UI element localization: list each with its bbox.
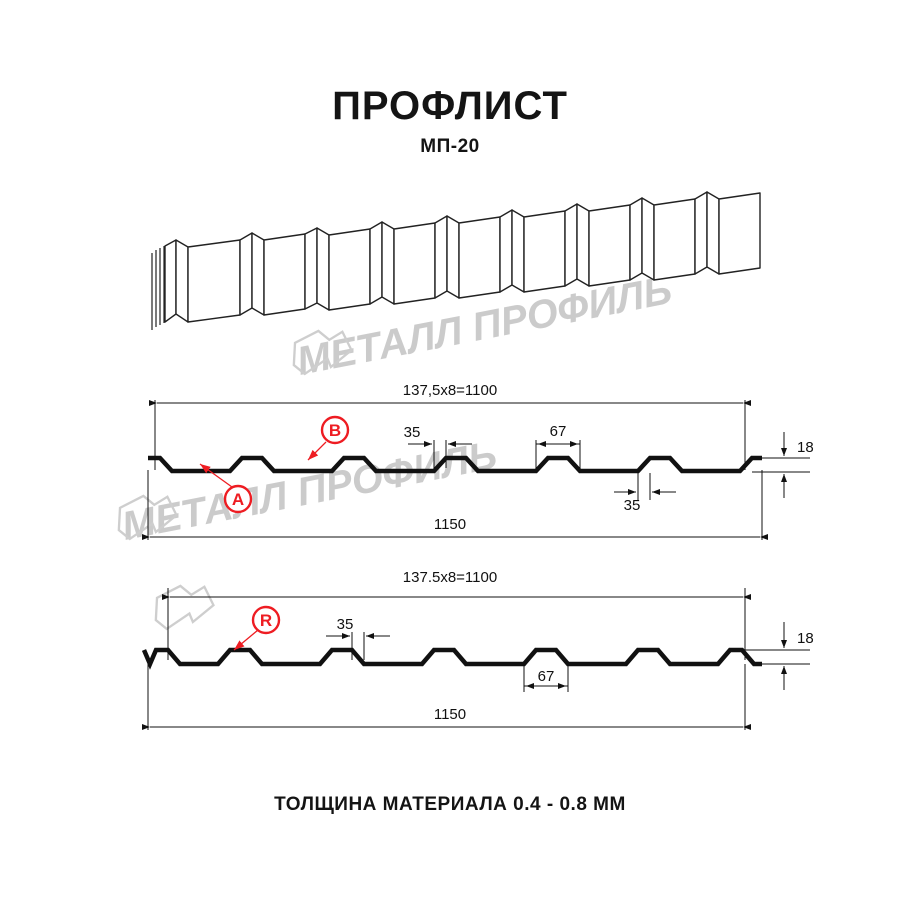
- dim-overall-bottom-lower: [142, 664, 751, 730]
- metal-profile-logo: [117, 494, 178, 541]
- dim-label-height-bottom: 18: [797, 630, 814, 647]
- dim-rib-top-width-upper: [408, 440, 472, 468]
- profile-top-outline: [148, 455, 762, 474]
- dim-valley-width-top: [535, 440, 581, 472]
- profile-section-bottom: 137.5x8=1100 35 67: [141, 569, 814, 730]
- dim-label-rib-top-width-lower: 35: [337, 616, 354, 633]
- callout-r-label: R: [260, 611, 272, 630]
- callout-r: R: [233, 605, 281, 651]
- dim-label-overall-bottom-lower: 1150: [434, 706, 466, 723]
- metal-profile-logo: [154, 584, 215, 631]
- isometric-sheet-view: [151, 191, 761, 330]
- callout-a: A: [199, 463, 253, 514]
- callout-a-label: A: [232, 490, 244, 509]
- profile-bottom-outline: [141, 647, 762, 670]
- dim-label-rib-bottom-width: 35: [624, 497, 641, 514]
- dim-profile-height-bottom: [742, 622, 810, 690]
- dim-label-valley-width: 67: [550, 423, 567, 440]
- page-subtitle: МП-20: [420, 136, 480, 157]
- callout-b: B: [307, 415, 350, 461]
- metal-profile-logo: [292, 329, 353, 376]
- dim-label-rib-top-width: 35: [404, 424, 421, 441]
- dim-label-overall-bottom: 1150: [434, 516, 466, 533]
- callout-b-label: B: [329, 421, 341, 440]
- dim-label-height-top: 18: [797, 439, 814, 456]
- watermark-group: МЕТАЛЛ ПРОФИЛЬ МЕТАЛЛ ПРОФИЛЬ: [117, 268, 675, 631]
- dim-label-overall-top-lower: 137.5x8=1100: [403, 569, 497, 586]
- material-thickness-note: ТОЛЩИНА МАТЕРИАЛА 0.4 - 0.8 ММ: [274, 794, 626, 815]
- dim-label-overall-top: 137,5x8=1100: [403, 382, 497, 399]
- dim-valley-width-bottom: [523, 665, 569, 692]
- dim-rib-bottom-width: [614, 473, 676, 500]
- dim-label-valley-width-bottom: 67: [538, 668, 555, 685]
- page-title: ПРОФЛИСТ: [332, 84, 568, 128]
- dim-overall-bottom-upper: [142, 470, 768, 540]
- profile-section-top: 137,5x8=1100 35 67: [142, 382, 814, 540]
- dim-overall-top-upper: [149, 400, 751, 470]
- dim-rib-top-width-lower: [326, 632, 390, 660]
